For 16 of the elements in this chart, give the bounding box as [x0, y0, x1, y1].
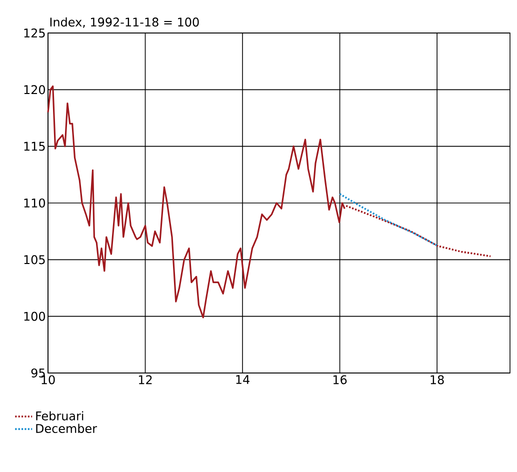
x-tick-label: 16	[333, 375, 347, 384]
x-tick-label: 10	[42, 375, 55, 384]
line-series	[338, 193, 439, 247]
y-axis-title: Index, 1992-11-18 = 100	[50, 17, 199, 28]
y-tick-label: 95	[31, 368, 45, 378]
legend-label: December	[36, 424, 98, 434]
y-tick-label: 105	[24, 255, 45, 264]
y-tick-label: 125	[24, 28, 45, 38]
y-tick-label: 120	[24, 85, 46, 94]
x-tick-label: 14	[236, 375, 250, 384]
y-tick-label: 110	[24, 198, 46, 208]
legend-label: Februari	[36, 411, 84, 420]
y-tick-label: 115	[24, 142, 45, 151]
y-tick-label: 100	[24, 312, 46, 321]
x-tick-label: 12	[138, 375, 152, 384]
x-tick-label: 18	[430, 375, 444, 384]
